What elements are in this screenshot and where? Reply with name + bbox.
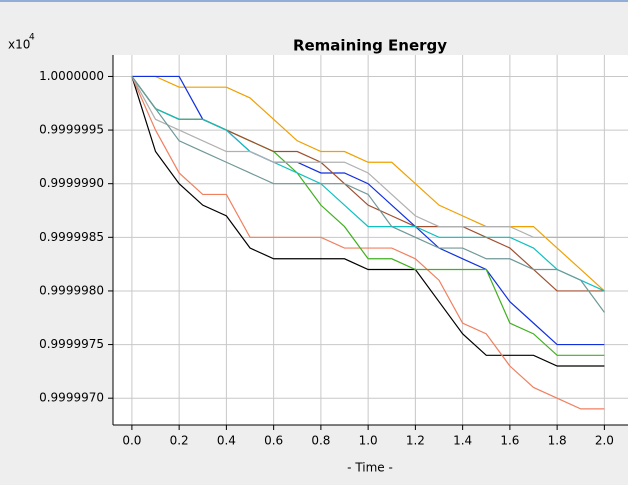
y-tick-label: 1.0000000 xyxy=(39,69,104,83)
y-tick-label: 0.9999995 xyxy=(39,123,104,137)
series-line xyxy=(131,76,605,238)
plot-area xyxy=(113,55,628,425)
x-tick-label: 1.4 xyxy=(453,434,472,448)
x-tick-label: 0.8 xyxy=(311,434,330,448)
series-line xyxy=(131,76,605,292)
y-tick-label: 0.9999985 xyxy=(39,230,104,244)
x-tick-label: 1.8 xyxy=(548,434,567,448)
y-multiplier: x10 xyxy=(8,38,30,52)
series-line xyxy=(131,76,605,410)
y-tick-label: 0.9999990 xyxy=(39,176,104,190)
y-tick-label: 0.9999980 xyxy=(39,283,104,297)
x-tick-label: 0.6 xyxy=(264,434,283,448)
x-tick-label: 0.4 xyxy=(217,434,236,448)
x-tick-label: 1.0 xyxy=(359,434,378,448)
x-tick-label: 2.0 xyxy=(595,434,614,448)
chart-title: Remaining Energy xyxy=(293,37,447,55)
x-tick-label: 0.2 xyxy=(170,434,189,448)
series-line xyxy=(131,75,605,292)
y-tick-label: 0.9999970 xyxy=(39,391,104,405)
x-tick-label: 0.0 xyxy=(122,434,141,448)
x-tick-label: 1.6 xyxy=(500,434,519,448)
y-tick-label: 0.9999975 xyxy=(39,337,104,351)
series-line xyxy=(131,76,605,367)
y-multiplier-exponent: 4 xyxy=(29,33,35,43)
x-tick-label: 1.2 xyxy=(406,434,425,448)
series-line xyxy=(131,76,605,313)
x-axis-label: - Time - xyxy=(347,461,393,475)
